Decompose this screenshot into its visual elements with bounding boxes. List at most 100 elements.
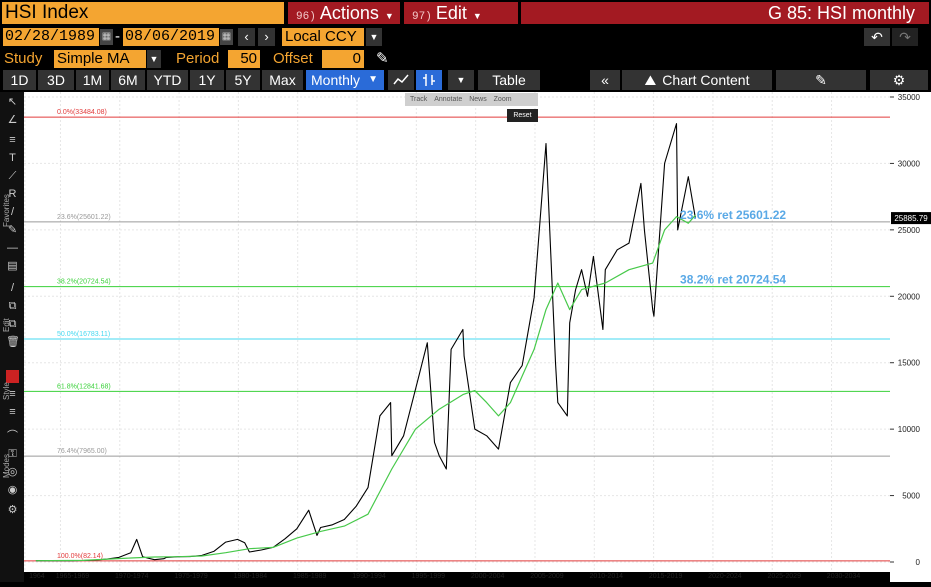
sidebar-section-favorites: Favorites [2,194,11,227]
eye-icon[interactable]: ◉ [6,484,19,497]
frequency-select[interactable]: Monthly▼ [306,70,384,90]
y-tick-label: 0 [916,558,921,567]
edit-menu[interactable]: 97)Edit▼ [404,2,518,24]
undo-icon[interactable]: ↶ [864,28,890,46]
y-tick-label: 15000 [898,359,921,368]
y-tick-label: 10000 [898,425,921,434]
start-date-field[interactable]: 02/28/1989 [3,28,99,46]
sidebar-section-edit: Edit [2,318,11,332]
actions-menu-number: 96) [296,11,316,23]
y-tick-label: 30000 [898,159,921,168]
y-tick-label: 5000 [902,492,920,501]
x-tick-label: 1985-1989 [293,573,327,580]
fib-level-label: 76.4%(7965.00) [57,448,107,455]
left-sidebar: ↖ ∠ ≡ T ⟋ R / ✎ — ▤ Favorites / ⧉ ⧉ 🗑 Ed… [0,92,24,582]
horizontal-line-icon[interactable]: — [6,242,19,255]
redo-icon[interactable]: ↷ [892,28,918,46]
frequency-label: Monthly [311,72,360,88]
end-date-field[interactable]: 08/06/2019 [123,28,219,46]
line-chart-icon[interactable] [388,70,414,90]
gear-icon[interactable]: ⚙ [870,70,928,90]
fibonacci-icon[interactable]: ≡ [6,134,19,147]
x-tick-label: 2000-2004 [471,573,505,580]
range-max-button[interactable]: Max [262,70,303,90]
x-tick-label: 1995-1999 [412,573,446,580]
window-title: G 85: HSI monthly [521,2,929,24]
fib-level-label: 0.0%(33484.08) [57,109,107,116]
bar-chart-icon[interactable] [416,70,442,90]
x-tick-label: 2030-2034 [827,573,861,580]
chart-area[interactable]: 0.0%(33484.08)23.6%(25601.22)38.2%(20724… [24,92,931,582]
study-bar: Study Simple MA ▼ Period 50 Offset 0 ✎ [0,49,931,69]
period-label: Period [176,49,219,69]
x-tick-label: 1975-1979 [174,573,208,580]
range-3d-button[interactable]: 3D [38,70,74,90]
currency-field[interactable]: Local CCY [282,28,364,46]
chart-content-button[interactable]: ⛰Chart Content [622,70,772,90]
currency-dropdown-icon[interactable]: ▼ [366,28,382,46]
calendar-icon[interactable]: ▦ [220,29,233,45]
news-tool[interactable]: News [469,96,487,103]
prev-period-button[interactable]: ‹ [238,28,255,46]
line-width-icon[interactable]: ≡ [6,406,19,419]
title-bar: HSI Index 96)Actions▼ 97)Edit▼ G 85: HSI… [0,0,931,26]
date-separator: - [115,27,120,47]
range-6m-button[interactable]: 6M [111,70,145,90]
hsi-chart[interactable]: 0.0%(33484.08)23.6%(25601.22)38.2%(20724… [24,92,931,582]
draw-line-icon[interactable]: ∠ [6,114,19,127]
settings-icon[interactable]: ⚙ [6,504,19,517]
zoom-tool[interactable]: Zoom [494,96,512,103]
edit-menu-number: 97) [412,11,432,23]
trend-icon[interactable]: ⟋ [6,170,19,183]
actions-menu[interactable]: 96)Actions▼ [288,2,400,24]
calendar-icon[interactable]: ▦ [100,29,113,45]
reset-button[interactable]: Reset [507,109,538,122]
fib-level-label: 100.0%(82.14) [57,553,103,560]
x-tick-label: 2015-2019 [649,573,683,580]
y-tick-label: 35000 [898,93,921,102]
y-tick-label: 20000 [898,292,921,301]
x-tick-label: 2005-2009 [530,573,564,580]
range-1y-button[interactable]: 1Y [190,70,224,90]
range-5y-button[interactable]: 5Y [226,70,260,90]
layers-icon[interactable]: ▤ [6,260,19,273]
track-tool[interactable]: Track [410,96,427,103]
sidebar-section-style: Style [2,382,11,400]
offset-input[interactable]: 0 [322,50,364,68]
x-tick-label: 1980-1984 [234,573,268,580]
collapse-icon[interactable]: « [590,70,620,90]
range-ytd-button[interactable]: YTD [147,70,188,90]
x-tick-label: 1990-1994 [352,573,386,580]
cursor-icon[interactable]: ↖ [6,96,19,109]
magnet-icon[interactable]: ⌒ [6,430,19,443]
study-dropdown-icon[interactable]: ▼ [147,50,161,68]
copy-icon[interactable]: ⧉ [6,300,19,313]
security-name: HSI Index [5,2,88,23]
period-input[interactable]: 50 [228,50,260,68]
edit-line-icon[interactable]: / [6,282,19,295]
fib-level-label: 61.8%(12841.68) [57,383,111,390]
next-period-button[interactable]: › [258,28,275,46]
pencil-icon[interactable]: ✎ [376,49,389,69]
chart-icon: ⛰ [645,72,657,88]
text-icon[interactable]: T [6,152,19,165]
trash-icon[interactable]: 🗑 [6,336,19,349]
range-1d-button[interactable]: 1D [3,70,36,90]
study-select[interactable]: Simple MA [54,50,146,68]
table-button[interactable]: Table [478,70,540,90]
annotate-tool[interactable]: Annotate [434,96,462,103]
x-tick-label: 1965-1969 [56,573,90,580]
range-1m-button[interactable]: 1M [76,70,109,90]
retracement-annotation: 23.6% ret 25601.22 [680,208,786,222]
x-tick-label: 2025-2029 [767,573,801,580]
edit-chart-icon[interactable]: ✎ [776,70,866,90]
caret-down-icon: ▼ [473,11,482,21]
security-field[interactable]: HSI Index [2,2,284,24]
chart-toolbar: 1D 3D 1M 6M YTD 1Y 5Y Max Monthly▼ ▼ Tab… [0,70,931,90]
y-axis: 0500010000150002000025000300003500025885… [890,92,931,582]
ohlc-glyph [422,73,436,87]
line-chart-glyph [393,74,409,86]
chart-type-dropdown-icon[interactable]: ▼ [448,70,474,90]
fib-level-label: 50.0%(16783.11) [57,331,110,338]
